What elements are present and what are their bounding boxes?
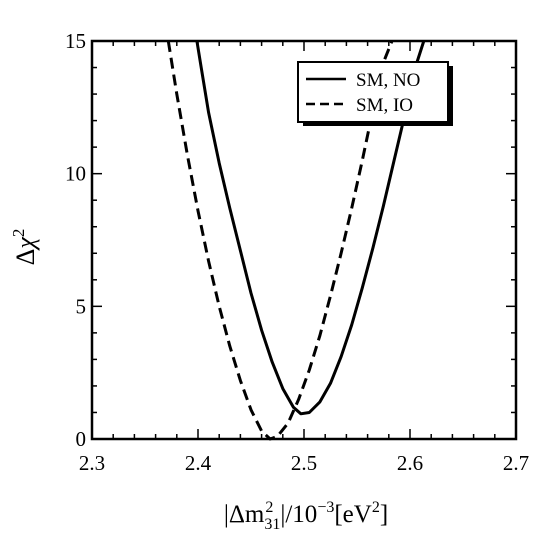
y-tick-label: 15 [65,29,86,53]
legend-label-sm-io: SM, IO [356,95,413,116]
legend-label-sm-no: SM, NO [356,70,420,91]
y-axis-label: Δχ2 [9,229,40,266]
x-tick-label: 2.6 [397,451,423,475]
y-tick-label: 0 [76,427,87,451]
x-axis-label: |Δm2 31|/10−3[eV2] [224,499,388,533]
x-tick-label: 2.7 [503,451,529,475]
svg-text:Δχ2: Δχ2 [9,229,40,266]
x-tick-label: 2.4 [185,451,212,475]
x-tick-label: 2.5 [291,451,317,475]
x-tick-label: 2.3 [79,451,105,475]
legend: SM, NO SM, IO [298,62,453,126]
y-tick-label: 10 [65,162,86,186]
y-tick-label: 5 [76,294,87,318]
